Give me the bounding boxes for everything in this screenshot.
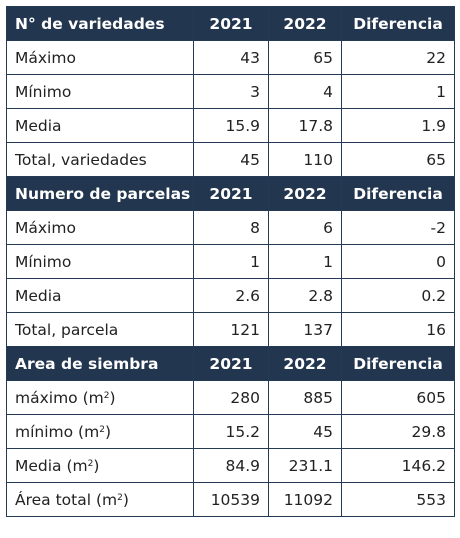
cell-difference: 553 [341, 482, 455, 517]
cell-difference: 0.2 [341, 278, 455, 313]
cell-label: Máximo [6, 40, 194, 75]
cell-label: Mínimo [6, 244, 194, 279]
header-cell-year-2022: 2022 [268, 346, 342, 381]
table-row: Máximo 43 65 22 [6, 40, 455, 75]
header-cell-year-2021: 2021 [193, 176, 269, 211]
cell-year-2021: 43 [193, 40, 269, 75]
cell-year-2021: 84.9 [193, 448, 269, 483]
cell-difference: 65 [341, 142, 455, 177]
table-row: Media 15.9 17.8 1.9 [6, 108, 455, 143]
cell-label: Media (m2) [6, 448, 194, 483]
cell-label: Máximo [6, 210, 194, 245]
cell-label: Mínimo [6, 74, 194, 109]
header-cell-year-2021: 2021 [193, 346, 269, 381]
header-cell-label: Area de siembra [6, 346, 194, 381]
cell-difference: 29.8 [341, 414, 455, 449]
cell-label: Total, variedades [6, 142, 194, 177]
cell-year-2021: 121 [193, 312, 269, 347]
cell-label: Área total (m2) [6, 482, 194, 517]
cell-label: mínimo (m2) [6, 414, 194, 449]
cell-label: Total, parcela [6, 312, 194, 347]
cell-year-2022: 231.1 [268, 448, 342, 483]
table-row: Media 2.6 2.8 0.2 [6, 278, 455, 313]
table-row: Mínimo 3 4 1 [6, 74, 455, 109]
header-cell-year-2021: 2021 [193, 6, 269, 41]
table-row: Máximo 8 6 -2 [6, 210, 455, 245]
header-cell-year-2022: 2022 [268, 176, 342, 211]
section-header-row: N° de variedades 2021 2022 Diferencia [6, 6, 455, 41]
cell-year-2021: 15.9 [193, 108, 269, 143]
cell-year-2022: 11092 [268, 482, 342, 517]
cell-year-2022: 6 [268, 210, 342, 245]
header-cell-difference: Diferencia [341, 6, 455, 41]
cell-year-2021: 8 [193, 210, 269, 245]
cell-year-2021: 15.2 [193, 414, 269, 449]
table-row: Mínimo 1 1 0 [6, 244, 455, 279]
table-row: Total, variedades 45 110 65 [6, 142, 455, 177]
cell-label: Media [6, 108, 194, 143]
cell-year-2022: 2.8 [268, 278, 342, 313]
cell-label: Media [6, 278, 194, 313]
cell-year-2021: 45 [193, 142, 269, 177]
cell-year-2021: 2.6 [193, 278, 269, 313]
cell-year-2022: 45 [268, 414, 342, 449]
cell-difference: 605 [341, 380, 455, 415]
cell-difference: 1 [341, 74, 455, 109]
section-header-row: Area de siembra 2021 2022 Diferencia [6, 346, 455, 381]
table-row: Total, parcela 121 137 16 [6, 312, 455, 347]
header-cell-difference: Diferencia [341, 176, 455, 211]
cell-difference: 1.9 [341, 108, 455, 143]
cell-difference: 0 [341, 244, 455, 279]
cell-year-2022: 4 [268, 74, 342, 109]
cell-year-2021: 10539 [193, 482, 269, 517]
data-table-container: N° de variedades 2021 2022 Diferencia Máximo… [6, 6, 455, 517]
section-header-row: Numero de parcelas 2021 2022 Diferencia [6, 176, 455, 211]
statistics-table: N° de variedades 2021 2022 Diferencia Máximo… [6, 6, 455, 517]
cell-difference: 146.2 [341, 448, 455, 483]
cell-year-2021: 1 [193, 244, 269, 279]
header-cell-year-2022: 2022 [268, 6, 342, 41]
table-row: Área total (m2) 10539 11092 553 [6, 482, 455, 517]
table-row: Media (m2) 84.9 231.1 146.2 [6, 448, 455, 483]
cell-year-2022: 17.8 [268, 108, 342, 143]
table-row: máximo (m2) 280 885 605 [6, 380, 455, 415]
cell-label: máximo (m2) [6, 380, 194, 415]
cell-year-2021: 3 [193, 74, 269, 109]
cell-year-2022: 65 [268, 40, 342, 75]
header-cell-difference: Diferencia [341, 346, 455, 381]
cell-year-2022: 885 [268, 380, 342, 415]
cell-difference: -2 [341, 210, 455, 245]
cell-year-2022: 110 [268, 142, 342, 177]
cell-year-2022: 137 [268, 312, 342, 347]
cell-difference: 22 [341, 40, 455, 75]
cell-year-2021: 280 [193, 380, 269, 415]
header-cell-label: Numero de parcelas [6, 176, 194, 211]
cell-year-2022: 1 [268, 244, 342, 279]
cell-difference: 16 [341, 312, 455, 347]
table-row: mínimo (m2) 15.2 45 29.8 [6, 414, 455, 449]
header-cell-label: N° de variedades [6, 6, 194, 41]
table-body: N° de variedades 2021 2022 Diferencia Máximo… [6, 6, 455, 517]
